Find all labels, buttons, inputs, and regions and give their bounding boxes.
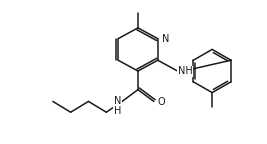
Text: O: O [158,97,165,107]
Text: N: N [114,96,121,106]
Text: N: N [162,34,169,44]
Text: H: H [114,106,121,116]
Text: NH: NH [178,66,192,76]
